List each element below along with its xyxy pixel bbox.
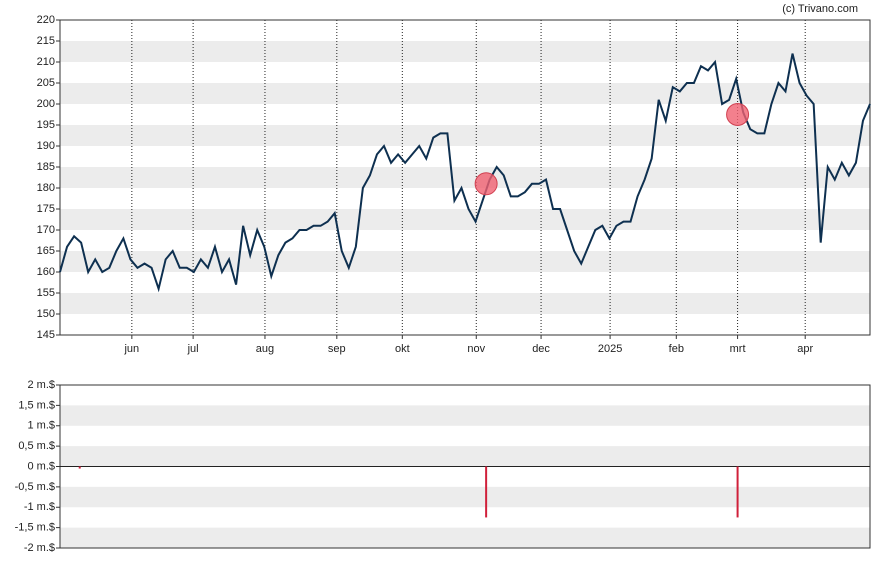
bar	[736, 466, 739, 518]
x-tick-label: aug	[256, 343, 274, 355]
price-line	[59, 53, 871, 293]
grid-band	[60, 125, 870, 146]
x-tick-label: apr	[797, 343, 813, 355]
y-tick-label: 160	[37, 266, 55, 278]
event-marker	[726, 103, 750, 126]
y-tick-label: 175	[37, 203, 55, 215]
y-tick-label: 170	[37, 224, 55, 236]
grid-band	[60, 83, 870, 104]
grid-band	[60, 251, 870, 272]
y-tick-label: 2 m.$	[27, 379, 55, 391]
y-tick-label: 215	[37, 35, 55, 47]
x-tick-label: 2025	[598, 343, 622, 355]
bar	[485, 466, 488, 518]
y-tick-label: 0 m.$	[27, 460, 55, 472]
y-tick-label: 195	[37, 119, 55, 131]
y-tick-label: 1,5 m.$	[18, 399, 55, 411]
y-tick-label: 180	[37, 182, 55, 194]
y-tick-label: 210	[37, 56, 55, 68]
y-tick-label: 1 m.$	[27, 420, 55, 432]
grid-band	[60, 209, 870, 230]
y-tick-label: 165	[37, 245, 55, 257]
credit: (c) Trivano.com	[782, 3, 858, 15]
y-tick-label: 0,5 m.$	[18, 440, 55, 452]
x-tick-label: mrt	[730, 343, 746, 355]
x-tick-label: okt	[395, 343, 410, 355]
grid-band	[60, 446, 870, 467]
x-tick-label: dec	[532, 343, 550, 355]
x-tick-label: jun	[123, 343, 139, 355]
grid-band	[60, 293, 870, 314]
y-tick-label: 190	[37, 140, 55, 152]
grid-band	[60, 486, 870, 508]
x-tick-label: sep	[328, 343, 346, 355]
y-tick-label: -1 m.$	[24, 501, 55, 513]
bar	[78, 466, 81, 469]
x-tick-label: feb	[669, 343, 684, 355]
y-tick-label: -1,5 m.$	[15, 522, 55, 534]
x-tick-label: nov	[467, 343, 485, 355]
event-marker	[474, 172, 498, 196]
y-tick-label: 205	[37, 77, 55, 89]
grid-band	[60, 167, 870, 188]
grid-band	[60, 41, 870, 62]
y-tick-label: 150	[37, 308, 55, 320]
x-tick-label: jul	[187, 343, 199, 355]
y-tick-label: 155	[37, 287, 55, 299]
y-tick-label: 145	[37, 329, 55, 341]
y-tick-label: -0,5 m.$	[15, 481, 55, 493]
grid-band	[60, 527, 870, 548]
grid-band	[60, 405, 870, 426]
y-tick-label: 185	[37, 161, 55, 173]
y-tick-label: 200	[37, 98, 55, 110]
plot-frame	[59, 19, 871, 336]
y-tick-label: -2 m.$	[24, 542, 55, 554]
y-tick-label: 220	[37, 14, 55, 26]
